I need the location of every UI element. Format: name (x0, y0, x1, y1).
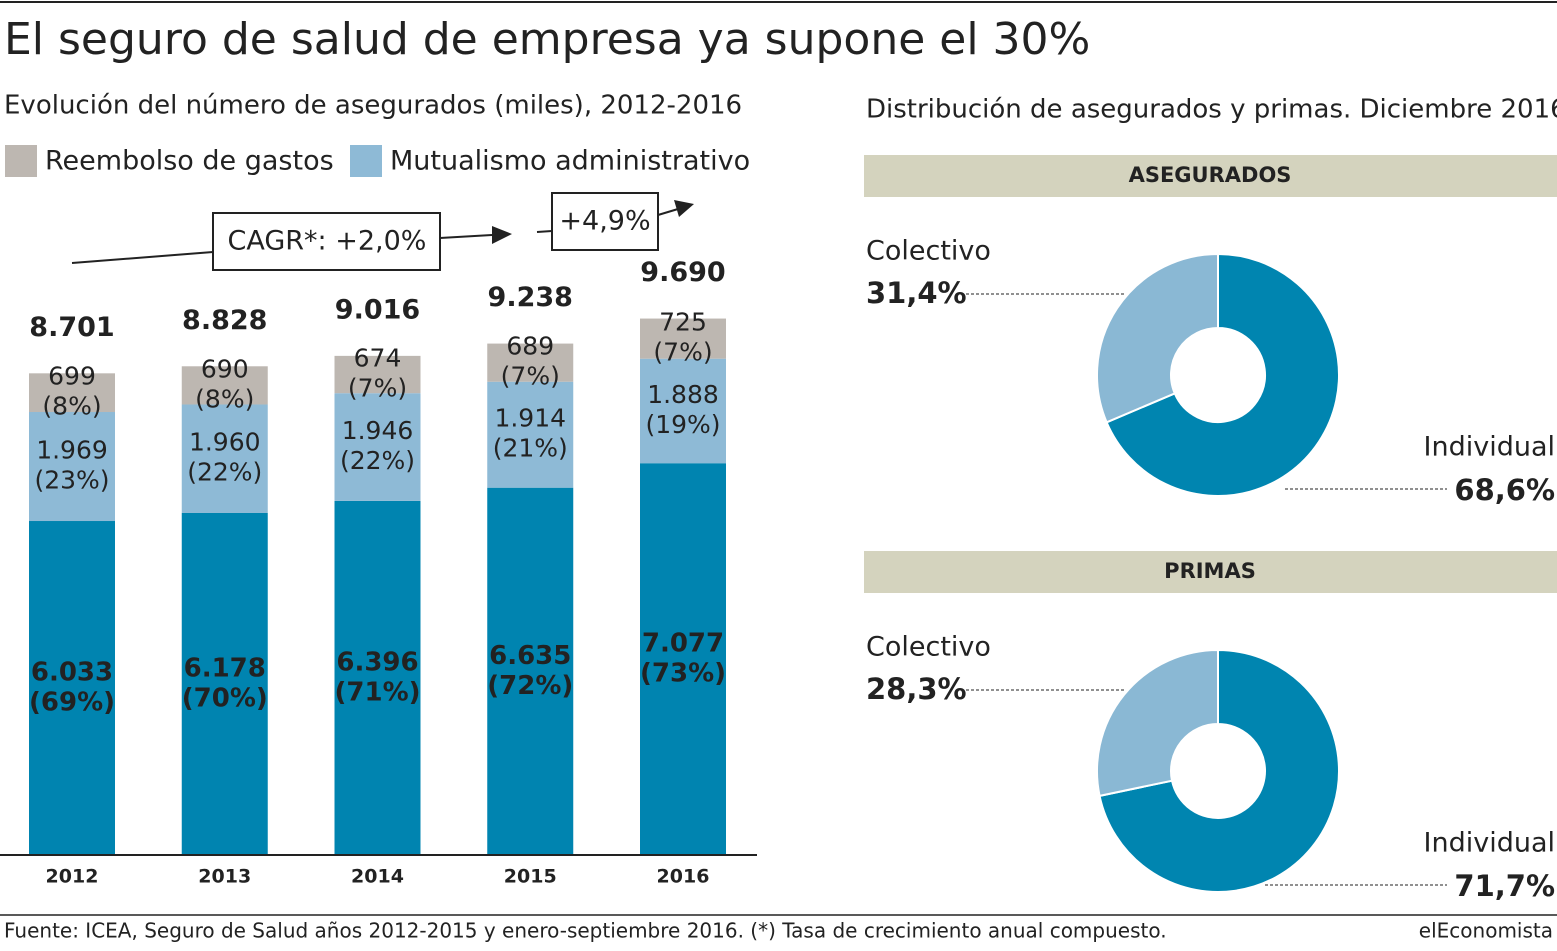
bar-segment (640, 463, 726, 855)
bar-segment (487, 343, 574, 382)
annotation: CAGR*: +2,0% (228, 226, 427, 257)
value-label: 6.635 (489, 641, 571, 671)
share-label: (22%) (187, 458, 262, 487)
annotation-box (212, 212, 441, 271)
arrow-head (674, 200, 694, 217)
bar-segment (487, 381, 574, 488)
total-label: 9.690 (640, 257, 725, 288)
section-header (864, 551, 1557, 593)
bar-segment (181, 404, 268, 513)
value-label: 71,7% (1454, 869, 1555, 903)
bar-segment (334, 355, 421, 394)
donut-slice (1096, 252, 1219, 424)
value-label: 690 (201, 354, 249, 383)
category-label: Colectivo (866, 632, 991, 663)
bar-segment (181, 366, 268, 405)
bar-segment (334, 500, 421, 855)
x-tick-label: 2015 (504, 866, 557, 888)
share-label: (7%) (348, 374, 407, 403)
legend-swatch (350, 145, 382, 177)
donut-slice (1105, 252, 1340, 497)
donut-slice (1098, 648, 1340, 893)
share-label: (70%) (182, 683, 268, 713)
trend-line (657, 208, 679, 216)
total-label: 9.238 (488, 282, 573, 313)
bar-segment (334, 393, 421, 501)
share-label: (72%) (487, 671, 573, 701)
value-label: 1.969 (36, 436, 108, 465)
value-label: 1.960 (189, 428, 261, 457)
subtitle: Evolución del número de asegurados (mile… (4, 91, 742, 121)
total-label: 9.016 (335, 294, 420, 325)
share-label: (19%) (645, 410, 720, 439)
bar-segment (487, 487, 574, 855)
value-label: 1.888 (647, 380, 719, 409)
category-label: Individual (1424, 432, 1556, 463)
share-label: (22%) (340, 446, 415, 475)
total-label: 8.701 (29, 312, 114, 343)
donut-slice (1096, 648, 1219, 798)
bar-segment (640, 358, 726, 464)
value-label: 6.178 (184, 653, 266, 683)
share-label: (7%) (653, 338, 712, 367)
value-label: 699 (48, 362, 96, 391)
share-label: (73%) (640, 659, 726, 689)
x-tick-label: 2012 (46, 866, 99, 888)
bar-segment (29, 373, 115, 413)
share-label: (23%) (34, 466, 109, 495)
share-label: (8%) (42, 392, 101, 421)
source: Fuente: ICEA, Seguro de Salud años 2012-… (4, 919, 1167, 943)
legend-label: Mutualismo administrativo (390, 146, 750, 177)
category-label: Individual (1424, 828, 1556, 859)
value-label: 725 (659, 308, 707, 337)
arrow-head (492, 226, 512, 244)
share-label: (8%) (195, 384, 254, 413)
x-tick-label: 2016 (657, 866, 710, 888)
trend-line (536, 230, 553, 233)
trend-line (439, 234, 493, 239)
value-label: 674 (354, 344, 402, 373)
share-label: (7%) (501, 362, 560, 391)
value-label: 1.914 (494, 404, 566, 433)
value-label: 68,6% (1454, 473, 1555, 507)
bar-segment (29, 521, 115, 855)
value-label: 689 (506, 332, 554, 361)
annotation: +4,9% (559, 206, 650, 237)
section-title: ASEGURADOS (1129, 163, 1292, 187)
value-label: 6.033 (31, 658, 113, 688)
bar-segment (640, 318, 726, 359)
value-label: 28,3% (866, 672, 967, 706)
bar-segment (29, 412, 115, 522)
section-header (864, 155, 1557, 197)
share-label: (21%) (493, 434, 568, 463)
value-label: 1.946 (342, 416, 414, 445)
trend-line (71, 251, 214, 264)
category-label: Colectivo (866, 236, 991, 267)
legend-swatch (5, 145, 37, 177)
section-title: PRIMAS (1164, 559, 1256, 583)
share-label: (71%) (335, 677, 421, 707)
share-label: (69%) (29, 688, 115, 718)
subtitle: Distribución de asegurados y primas. Dic… (866, 95, 1557, 125)
value-label: 7.077 (642, 629, 724, 659)
title: El seguro de salud de empresa ya supone … (4, 14, 1090, 65)
brand: elEconomista (1419, 919, 1553, 943)
bar-segment (181, 512, 268, 855)
total-label: 8.828 (182, 305, 267, 336)
x-tick-label: 2014 (351, 866, 404, 888)
value-label: 6.396 (336, 647, 418, 677)
legend-label: Reembolso de gastos (45, 146, 334, 177)
value-label: 31,4% (866, 276, 967, 310)
x-tick-label: 2013 (198, 866, 251, 888)
annotation-box (551, 192, 659, 251)
